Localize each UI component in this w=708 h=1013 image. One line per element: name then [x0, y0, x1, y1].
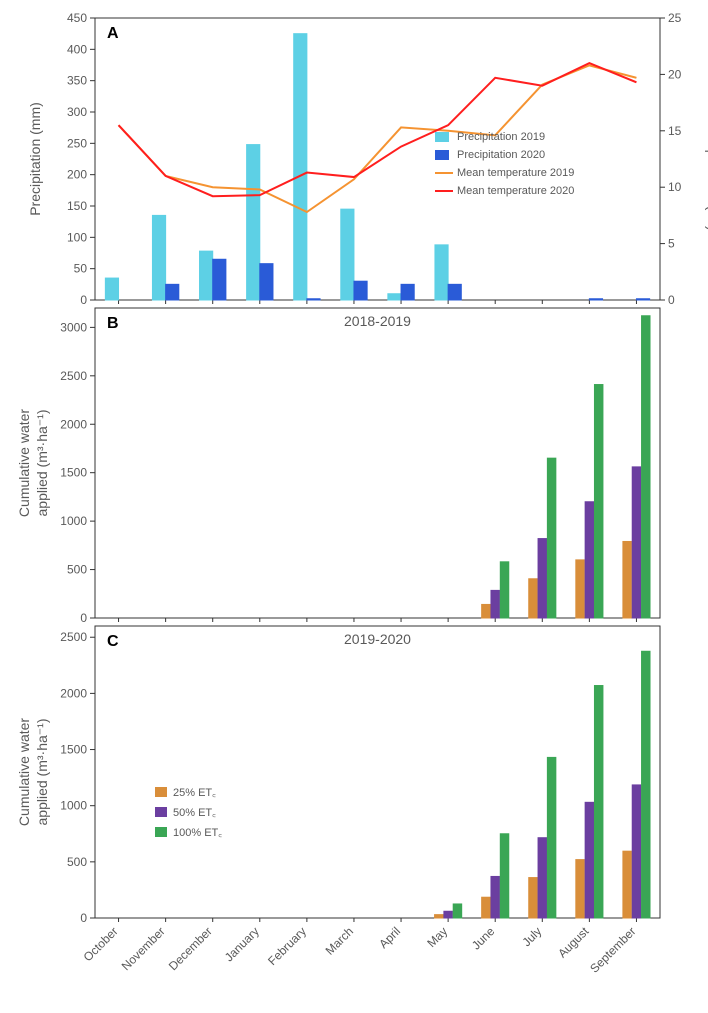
svg-text:Precipitation (mm): Precipitation (mm)	[27, 102, 43, 216]
svg-text:Cumulative water: Cumulative water	[16, 409, 32, 517]
svg-text:Mean temperature 2020: Mean temperature 2020	[457, 185, 574, 197]
svg-text:450: 450	[67, 11, 87, 25]
svg-text:April: April	[376, 924, 403, 951]
svg-text:December: December	[166, 924, 215, 973]
svg-text:250: 250	[67, 136, 87, 150]
figure-container: 0 50 100 150 200 250 300 350 400 450 0 5 10 15 20 25 Pre…	[0, 0, 708, 1013]
svg-text:2018-2019: 2018-2019	[344, 313, 411, 329]
svg-text:2500: 2500	[60, 630, 87, 644]
svg-text:January: January	[222, 924, 262, 964]
svg-text:2500: 2500	[60, 369, 87, 383]
svg-text:15: 15	[668, 124, 682, 138]
svg-text:Cumulative water: Cumulative water	[16, 718, 32, 826]
svg-text:0: 0	[80, 293, 87, 307]
svg-text:500: 500	[67, 563, 87, 577]
svg-text:Mean temperature 2019: Mean temperature 2019	[457, 167, 574, 179]
svg-text:2000: 2000	[60, 686, 87, 700]
svg-text:0: 0	[80, 911, 87, 925]
svg-text:300: 300	[67, 105, 87, 119]
svg-text:September: September	[587, 924, 638, 975]
svg-text:3000: 3000	[60, 320, 87, 334]
svg-text:applied (m³·ha⁻¹): applied (m³·ha⁻¹)	[34, 410, 50, 517]
svg-text:2000: 2000	[60, 417, 87, 431]
svg-text:50: 50	[74, 262, 88, 276]
svg-text:0: 0	[80, 611, 87, 625]
svg-text:150: 150	[67, 199, 87, 213]
chart-svg: 0 50 100 150 200 250 300 350 400 450 0 5 10 15 20 25 Pre…	[0, 0, 708, 1013]
svg-text:May: May	[424, 924, 450, 950]
svg-text:B: B	[107, 315, 119, 332]
svg-text:March: March	[323, 924, 356, 957]
svg-text:1500: 1500	[60, 466, 87, 480]
svg-text:A: A	[107, 25, 119, 42]
svg-text:200: 200	[67, 168, 87, 182]
svg-text:applied (m³·ha⁻¹): applied (m³·ha⁻¹)	[34, 719, 50, 826]
svg-text:0: 0	[668, 293, 675, 307]
svg-text:50% ET꜀: 50% ET꜀	[173, 807, 216, 819]
svg-text:100: 100	[67, 230, 87, 244]
svg-text:November: November	[119, 924, 168, 973]
svg-text:100% ET꜀: 100% ET꜀	[173, 827, 222, 839]
svg-text:October: October	[81, 924, 121, 964]
svg-text:350: 350	[67, 74, 87, 88]
svg-text:July: July	[519, 924, 544, 949]
svg-text:C: C	[107, 633, 119, 650]
svg-text:1000: 1000	[60, 799, 87, 813]
svg-text:Precipitation 2019: Precipitation 2019	[457, 131, 545, 143]
svg-text:February: February	[265, 924, 309, 968]
svg-text:5: 5	[668, 237, 675, 251]
svg-text:2019-2020: 2019-2020	[344, 631, 411, 647]
svg-text:25% ET꜀: 25% ET꜀	[173, 787, 216, 799]
svg-text:25: 25	[668, 11, 682, 25]
svg-text:1000: 1000	[60, 514, 87, 528]
svg-text:500: 500	[67, 855, 87, 869]
svg-text:400: 400	[67, 42, 87, 56]
svg-text:June: June	[469, 924, 498, 953]
svg-text:1500: 1500	[60, 743, 87, 757]
svg-text:10: 10	[668, 180, 682, 194]
svg-text:Precipitation 2020: Precipitation 2020	[457, 149, 545, 161]
svg-text:20: 20	[668, 67, 682, 81]
svg-text:August: August	[555, 924, 592, 961]
